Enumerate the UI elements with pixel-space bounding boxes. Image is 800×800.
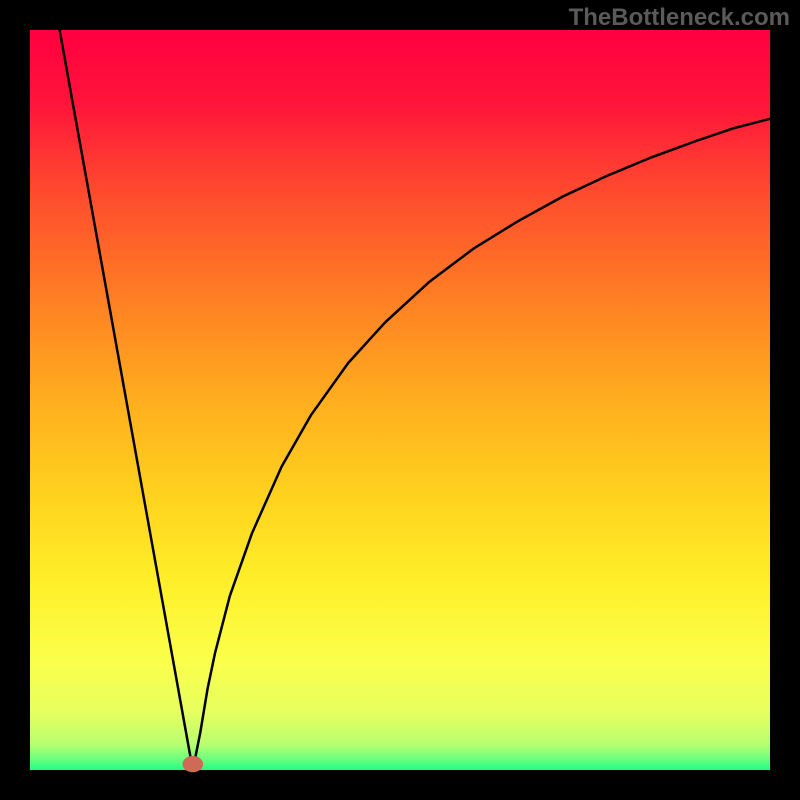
bottleneck-chart xyxy=(0,0,800,800)
chart-container: { "watermark": { "text": "TheBottleneck.… xyxy=(0,0,800,800)
watermark-text: TheBottleneck.com xyxy=(569,4,790,32)
optimal-point-marker xyxy=(182,756,203,772)
gradient-background xyxy=(30,30,770,770)
